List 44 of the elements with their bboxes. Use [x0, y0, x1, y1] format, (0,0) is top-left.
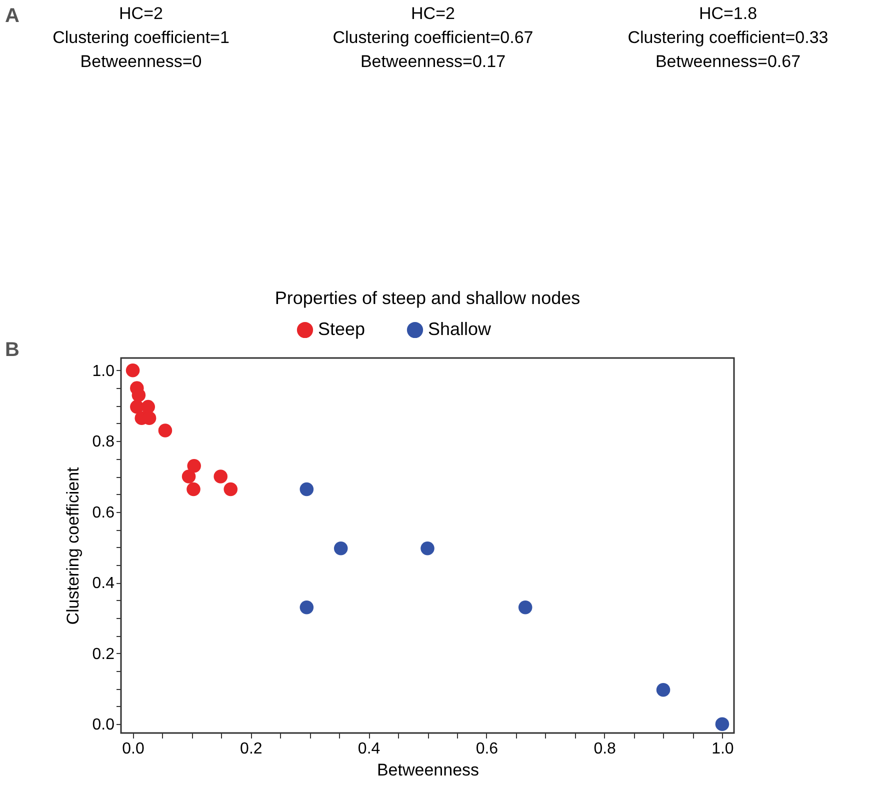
point	[300, 600, 314, 614]
point	[300, 482, 314, 496]
chart-title: Properties of steep and shallow nodes	[274, 288, 580, 308]
point	[334, 541, 348, 556]
x-tick-label: 1.0	[712, 740, 734, 758]
text: HC=2	[119, 4, 163, 23]
point	[187, 459, 201, 473]
point	[182, 470, 196, 484]
text: Clustering coefficient=0.67	[332, 28, 534, 47]
point	[141, 400, 156, 414]
x-tick-label: 0.2	[240, 740, 262, 758]
y-tick-label: 1.0	[92, 362, 115, 380]
y-tick-label: 0.0	[92, 716, 115, 734]
text: Betweenness=0	[80, 52, 202, 71]
x-axis-title: Betweenness	[376, 760, 480, 780]
text: HC=2	[411, 4, 455, 23]
point	[420, 541, 434, 556]
point	[158, 424, 172, 438]
legend-label: Shallow	[428, 319, 492, 339]
y-tick-label: 0.8	[92, 434, 115, 451]
point	[186, 482, 200, 496]
point	[126, 364, 140, 378]
point	[214, 470, 228, 484]
text: B	[5, 339, 20, 361]
y-tick-label: 0.6	[92, 504, 115, 522]
point	[518, 600, 532, 614]
y-tick-label: 0.2	[92, 646, 115, 663]
x-tick-label: 0.8	[594, 740, 616, 758]
y-tick-label: 0.4	[92, 575, 115, 592]
text: Betweenness=0.67	[655, 52, 801, 71]
point	[656, 682, 670, 697]
text: Betweenness=0.17	[360, 52, 506, 71]
text: Clustering coefficient=0.33	[628, 28, 828, 47]
legend-label: Steep	[318, 319, 366, 339]
point	[224, 482, 238, 496]
x-tick-label: 0.4	[358, 740, 380, 758]
y-axis-title: Clustering coefficient	[63, 466, 82, 625]
x-tick-label: 0.0	[122, 740, 145, 758]
text: HC=1.8	[698, 4, 758, 23]
text: A	[5, 5, 20, 27]
x-tick-label: 0.6	[476, 740, 498, 758]
text: Clustering coefficient=1	[52, 28, 230, 47]
point	[715, 717, 730, 732]
point	[132, 388, 146, 402]
